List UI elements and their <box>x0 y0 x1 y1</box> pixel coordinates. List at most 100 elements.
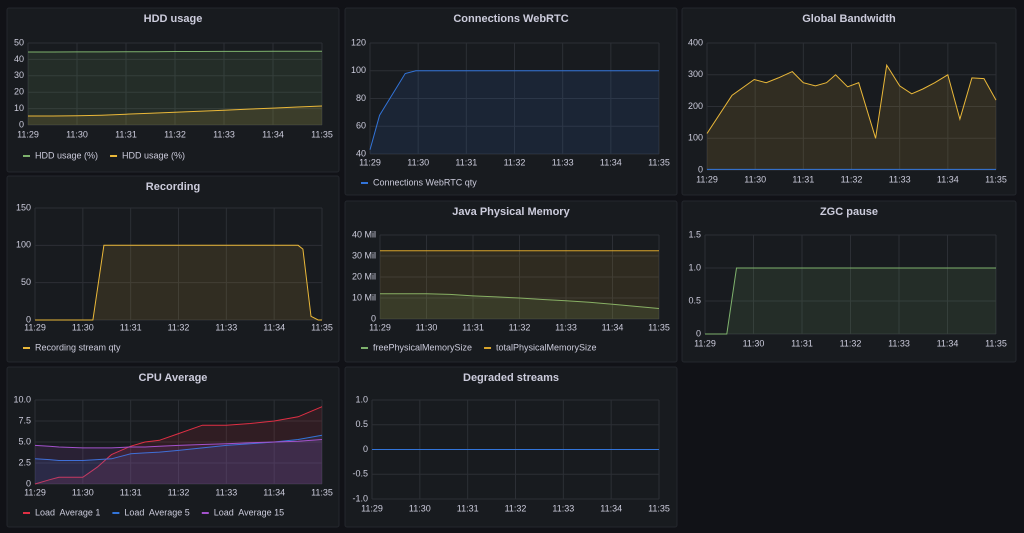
y-tick-label: 80 <box>356 93 366 103</box>
y-tick-label: -1.0 <box>352 493 368 503</box>
line <box>706 63 997 139</box>
y-tick-label: 0 <box>26 314 31 324</box>
y-tick-label: 150 <box>16 202 31 212</box>
x-tick-label: 11:29 <box>694 338 716 348</box>
y-tick-label: 1.0 <box>355 394 368 404</box>
y-tick-label: 10 <box>14 103 24 113</box>
x-tick-label: 11:33 <box>215 487 237 497</box>
panel: Java Physical Memory 0 10 Mil 20 Mil 30 Mil 4… <box>344 200 678 363</box>
x-tick-label: 11:33 <box>215 322 237 332</box>
area-fill <box>380 250 659 319</box>
x-tick-label: 11:31 <box>455 157 477 167</box>
y-tick-label: 0 <box>19 119 24 129</box>
line <box>380 293 660 309</box>
x-tick-label: 11:30 <box>407 157 429 167</box>
legend-label: Load Average 5 <box>124 507 189 517</box>
y-tick-label: 0 <box>26 478 31 488</box>
legend-label: HDD usage (%) <box>35 150 98 160</box>
y-tick-label: 7.5 <box>18 415 31 425</box>
line <box>369 70 659 150</box>
line <box>705 267 996 335</box>
x-tick-label: 11:32 <box>168 322 190 332</box>
legend-label: totalPhysicalMemorySize <box>496 342 597 352</box>
panel-title: Global Bandwidth <box>802 13 896 25</box>
legend-label: Recording stream qty <box>35 342 121 352</box>
x-tick-label: 11:30 <box>72 322 94 332</box>
x-tick-label: 11:35 <box>648 157 670 167</box>
x-tick-label: 11:34 <box>937 174 959 184</box>
y-tick-label: 0.5 <box>355 419 368 429</box>
line <box>35 244 322 321</box>
panel-background <box>6 7 340 173</box>
y-tick-label: 10 Mil <box>352 292 376 302</box>
y-tick-label: 300 <box>688 69 703 79</box>
x-tick-label: 11:32 <box>841 174 863 184</box>
legend-label: Load Average 1 <box>35 507 100 517</box>
x-tick-label: 11:33 <box>552 503 574 513</box>
x-tick-label: 11:29 <box>24 487 46 497</box>
legend-label: freePhysicalMemorySize <box>373 342 472 352</box>
y-tick-label: 30 Mil <box>352 250 376 260</box>
x-tick-label: 11:30 <box>416 322 438 332</box>
y-tick-label: 60 <box>356 121 366 131</box>
x-tick-label: 11:35 <box>311 129 333 139</box>
x-tick-label: 11:32 <box>168 487 190 497</box>
x-tick-label: 11:33 <box>889 174 911 184</box>
panel: Connections WebRTC 40 60 80 100 120 11:29 11:30… <box>344 7 678 196</box>
x-tick-label: 11:31 <box>115 129 137 139</box>
x-tick-label: 11:29 <box>24 322 46 332</box>
panel: Degraded streams -1.0 -0.5 0 0.5 1.0 11:29 11:3… <box>344 366 678 528</box>
area-fill <box>705 268 996 334</box>
x-tick-label: 11:31 <box>462 322 484 332</box>
x-tick-label: 11:32 <box>505 503 527 513</box>
y-tick-label: 20 <box>14 87 24 97</box>
x-tick-label: 11:29 <box>361 503 383 513</box>
panel: CPU Average 0 2.5 5.0 7.5 10.0 11:29 11:30 11:31… <box>6 366 340 528</box>
x-tick-label: 11:35 <box>648 322 670 332</box>
panel-title: Connections WebRTC <box>453 13 568 25</box>
x-tick-label: 11:32 <box>164 129 186 139</box>
x-tick-label: 11:31 <box>120 322 142 332</box>
panel-title: CPU Average <box>139 372 208 384</box>
panel-background <box>6 175 340 363</box>
panel-title: HDD usage <box>144 13 203 25</box>
panel-background <box>6 366 340 528</box>
x-tick-label: 11:34 <box>937 338 959 348</box>
x-tick-label: 11:35 <box>311 487 333 497</box>
panel-background <box>681 200 1017 363</box>
x-tick-label: 11:32 <box>504 157 526 167</box>
y-tick-label: 40 <box>14 54 24 64</box>
legend-label: Load Average 15 <box>214 507 284 517</box>
y-tick-label: 1.0 <box>688 262 701 272</box>
legend-label: Connections WebRTC qty <box>373 177 477 187</box>
x-tick-label: 11:33 <box>552 157 574 167</box>
x-tick-label: 11:29 <box>359 157 381 167</box>
y-tick-label: 40 Mil <box>352 229 376 239</box>
y-tick-label: 100 <box>351 65 366 75</box>
x-tick-label: 11:34 <box>263 487 285 497</box>
y-tick-label: 30 <box>14 70 24 80</box>
y-tick-label: 2.5 <box>18 457 31 467</box>
y-tick-label: 40 <box>356 148 366 158</box>
panel: ZGC pause 0 0.5 1.0 1.5 11:29 11:30 11:31 11:32 1… <box>681 200 1017 363</box>
x-tick-label: 11:33 <box>213 129 235 139</box>
x-tick-label: 11:29 <box>696 174 718 184</box>
y-tick-label: 50 <box>21 277 31 287</box>
y-tick-label: 20 Mil <box>352 271 376 281</box>
x-tick-label: 11:32 <box>840 338 862 348</box>
area-fill <box>35 435 322 484</box>
line <box>34 439 323 449</box>
x-tick-label: 11:29 <box>17 129 39 139</box>
x-tick-label: 11:34 <box>263 322 285 332</box>
panel: Recording 0 50 100 150 11:29 11:30 11:31 11:32 11… <box>6 175 340 363</box>
panel-title: Degraded streams <box>463 372 559 384</box>
x-tick-label: 11:35 <box>985 174 1007 184</box>
y-tick-label: -0.5 <box>352 469 368 479</box>
y-tick-label: 120 <box>351 37 366 47</box>
y-tick-label: 0 <box>371 313 376 323</box>
x-tick-label: 11:30 <box>744 174 766 184</box>
y-tick-label: 0 <box>698 164 703 174</box>
y-tick-label: 0 <box>363 444 368 454</box>
y-tick-label: 1.5 <box>688 229 701 239</box>
